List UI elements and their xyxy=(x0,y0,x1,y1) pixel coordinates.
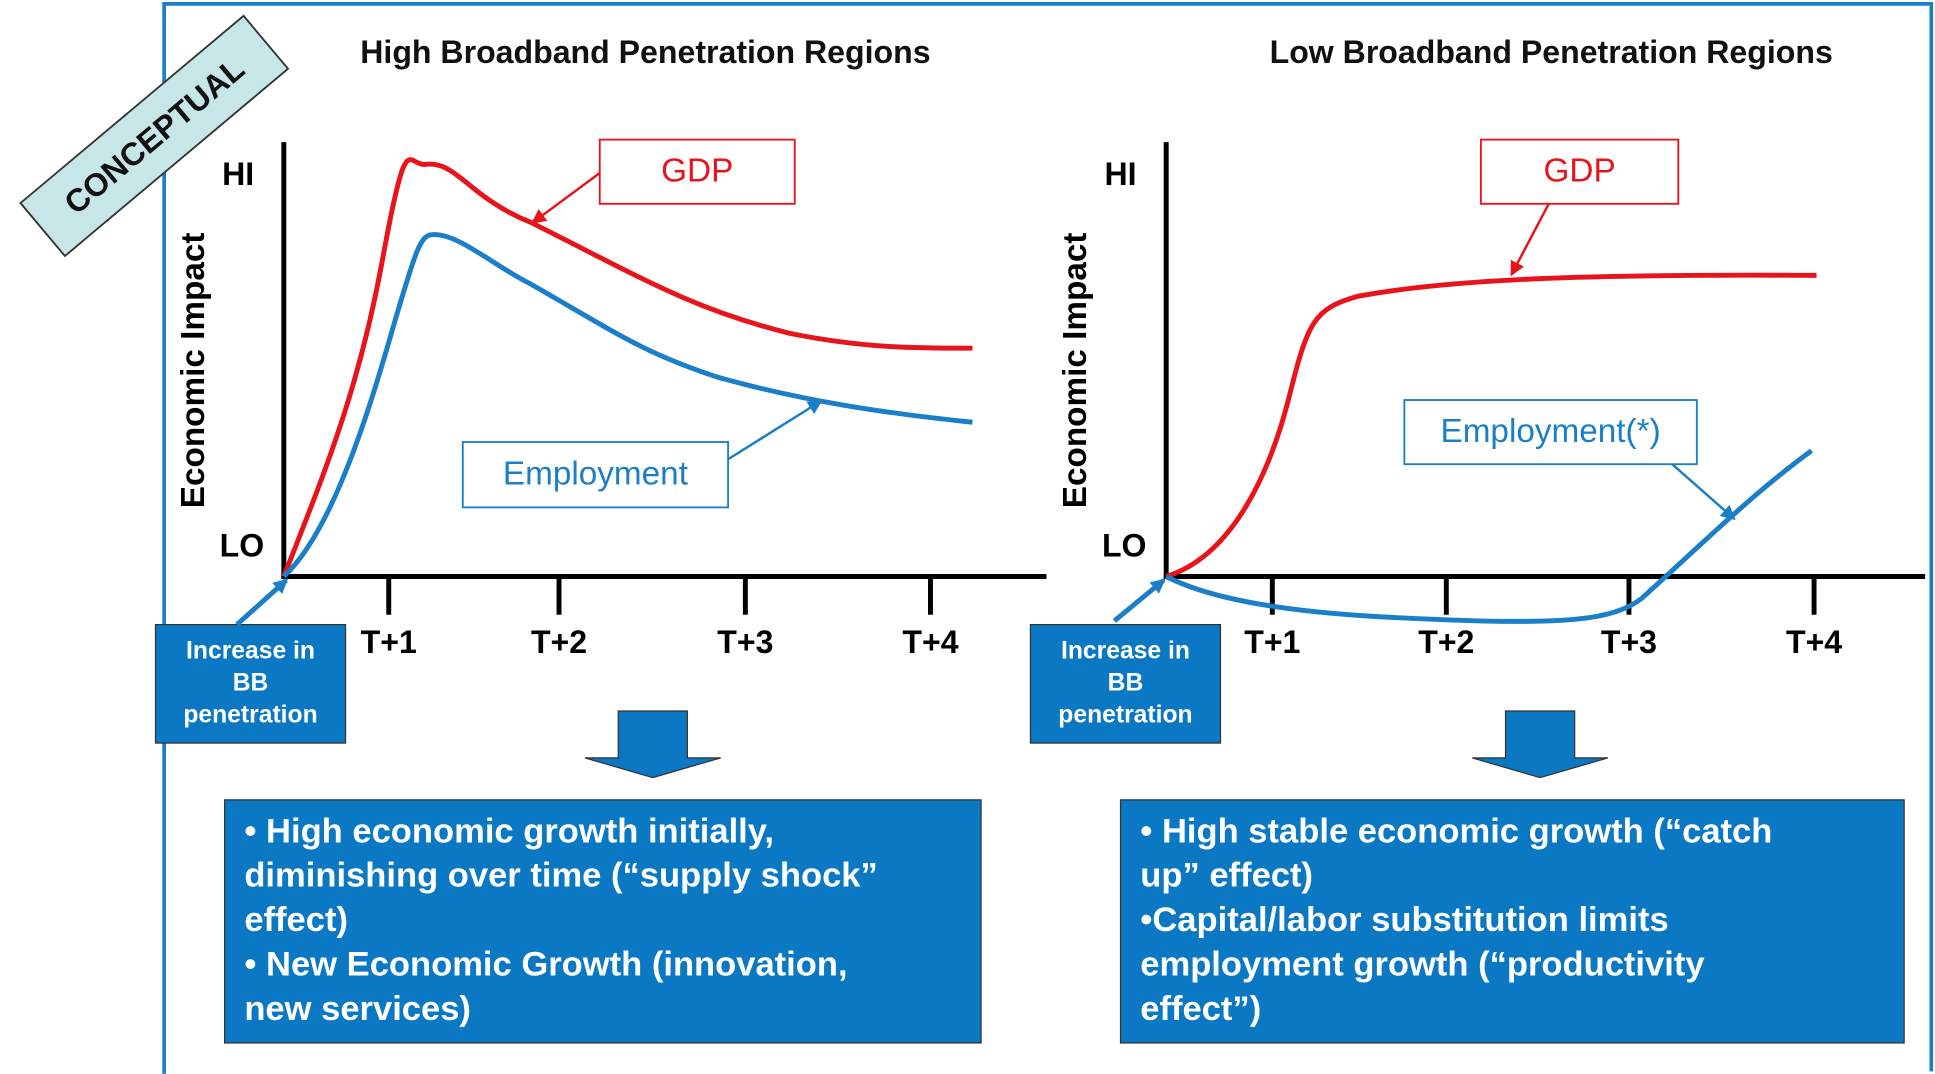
summary-line: •Capital/labor substitution limits xyxy=(1140,901,1668,939)
summary-box xyxy=(1119,799,1905,1044)
hi-label: HI xyxy=(1104,156,1136,192)
employment-label: Employment(*) xyxy=(1440,413,1660,450)
panel-title: Low Broadband Penetration Regions xyxy=(1270,34,1833,70)
x-tick-label: T+4 xyxy=(902,624,958,660)
employment-curve xyxy=(282,232,973,579)
employment-arrow xyxy=(727,399,823,461)
summary-box xyxy=(223,799,982,1044)
input-label: penetration xyxy=(183,701,317,728)
summary-line: diminishing over time (“supply shock” xyxy=(244,857,877,895)
down-arrow xyxy=(1472,710,1609,779)
input-box xyxy=(1029,624,1222,744)
gdp-arrow xyxy=(1510,203,1550,277)
employment-arrow xyxy=(1671,463,1736,521)
x-tick-label: T+3 xyxy=(1601,624,1657,660)
input-label: Increase in xyxy=(186,637,315,664)
employment-box xyxy=(1403,399,1698,466)
input-label: BB xyxy=(1108,669,1144,696)
panel-title: High Broadband Penetration Regions xyxy=(360,34,930,70)
summary-line: • High stable economic growth (“catch xyxy=(1140,812,1772,850)
panel: Low Broadband Penetration Regions HI LOEco… xyxy=(1029,34,1926,1044)
input-label: penetration xyxy=(1058,701,1192,728)
gdp-arrow xyxy=(531,171,601,224)
badge-text: CONCEPTUAL xyxy=(57,50,251,221)
gdp-box xyxy=(1479,138,1680,205)
summary-line: new services) xyxy=(244,990,471,1028)
x-tick-label: T+1 xyxy=(1244,624,1300,660)
y-axis-label: Economic Impact xyxy=(1057,233,1094,509)
frame xyxy=(162,2,1934,1074)
x-tick-label: T+2 xyxy=(531,624,587,660)
x-tick-label: T+2 xyxy=(1418,624,1474,660)
summary-line: up” effect) xyxy=(1140,857,1313,895)
hi-label: HI xyxy=(222,156,254,192)
lo-label: LO xyxy=(220,528,265,564)
y-axis-label: Economic Impact xyxy=(175,233,212,509)
down-arrow xyxy=(584,710,721,779)
summary-line: employment growth (“productivity xyxy=(1140,946,1705,984)
summary-line: • New Economic Growth (innovation, xyxy=(244,946,847,984)
summary-line: effect) xyxy=(244,901,348,939)
input-label: BB xyxy=(233,669,269,696)
input-arrow xyxy=(1112,578,1166,623)
gdp-box xyxy=(598,138,796,205)
employment-label: Employment xyxy=(503,456,688,493)
employment-box xyxy=(461,441,730,509)
summary-line: • High economic growth initially, xyxy=(244,812,774,850)
x-tick-label: T+1 xyxy=(361,624,417,660)
gdp-label: GDP xyxy=(661,153,733,190)
badge: CONCEPTUAL xyxy=(19,14,290,258)
input-label: Increase in xyxy=(1061,637,1190,664)
input-arrow xyxy=(235,578,289,627)
x-tick-label: T+3 xyxy=(717,624,773,660)
gdp-curve xyxy=(281,157,973,578)
input-box xyxy=(154,624,347,744)
lo-label: LO xyxy=(1102,528,1147,564)
panel: High Broadband Penetration Regions HI LOEc… xyxy=(154,34,1047,1044)
gdp-curve xyxy=(1165,272,1817,579)
x-tick-label: T+4 xyxy=(1786,624,1842,660)
summary-line: effect”) xyxy=(1140,990,1261,1028)
gdp-label: GDP xyxy=(1544,153,1616,190)
